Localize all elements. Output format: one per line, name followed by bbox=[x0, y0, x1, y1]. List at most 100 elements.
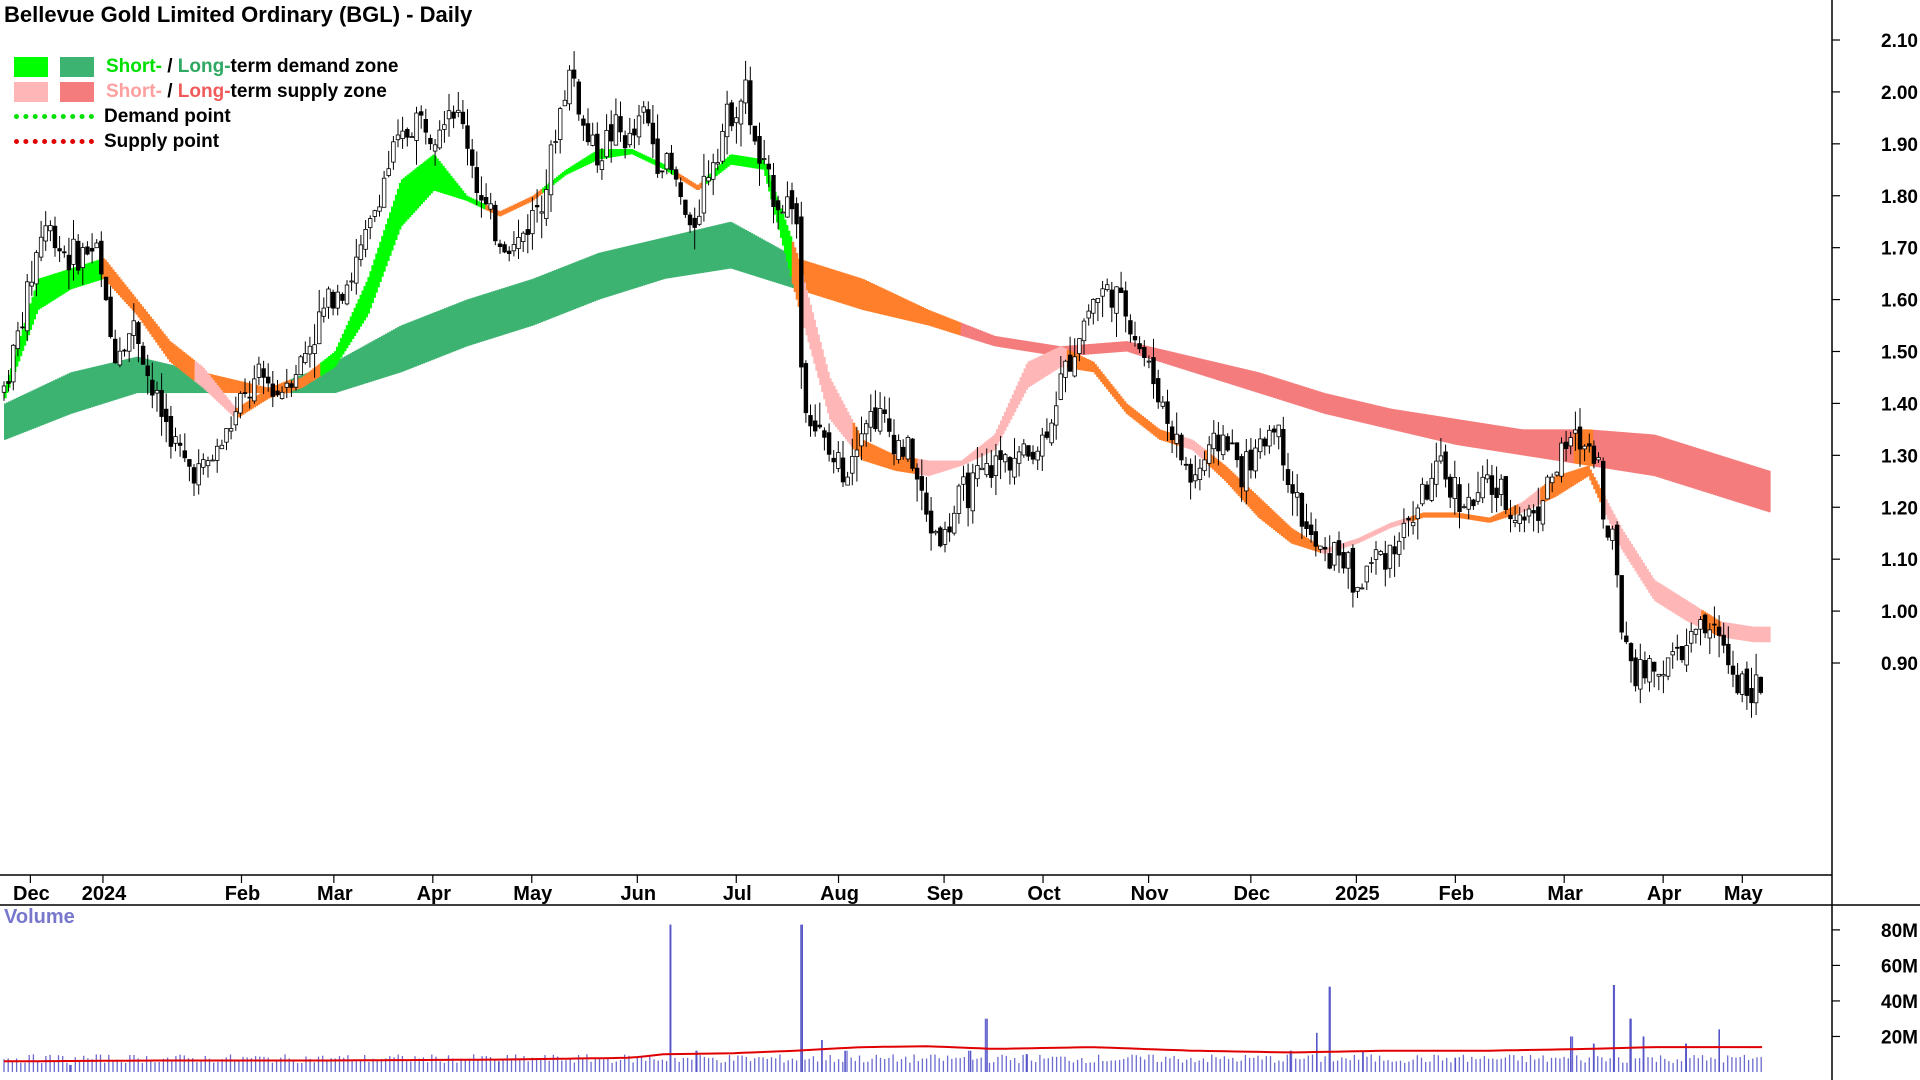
long-zone-slice bbox=[805, 261, 809, 293]
long-zone-slice bbox=[1465, 420, 1469, 447]
short-zone-slice bbox=[1123, 401, 1127, 412]
candle-body bbox=[1735, 674, 1740, 694]
long-zone-slice bbox=[1734, 460, 1738, 502]
legend-supply-short: Short- bbox=[106, 81, 162, 102]
long-zone-slice bbox=[316, 368, 319, 394]
short-zone-slice bbox=[1304, 536, 1308, 549]
long-zone-slice bbox=[911, 302, 915, 322]
short-zone-slice bbox=[465, 195, 469, 201]
long-zone-slice bbox=[19, 396, 23, 434]
short-zone-slice bbox=[416, 167, 420, 209]
short-zone-slice bbox=[302, 376, 306, 387]
short-zone-slice bbox=[145, 311, 148, 329]
short-zone-slice bbox=[557, 175, 561, 181]
long-zone-slice bbox=[225, 377, 229, 394]
long-zone-slice bbox=[1673, 441, 1677, 483]
long-zone-slice bbox=[1720, 455, 1724, 498]
short-zone-slice bbox=[1412, 515, 1416, 521]
candle-body bbox=[1753, 674, 1759, 704]
candle-body bbox=[1021, 443, 1026, 456]
candle-body bbox=[303, 352, 308, 363]
long-zone-slice bbox=[192, 370, 196, 394]
long-zone-slice bbox=[1532, 429, 1535, 458]
long-zone-slice bbox=[838, 271, 842, 303]
short-zone-slice bbox=[1573, 470, 1577, 485]
long-zone-slice bbox=[1760, 468, 1763, 510]
long-zone-slice bbox=[1634, 433, 1638, 474]
short-zone-slice bbox=[1571, 470, 1575, 486]
long-zone-slice bbox=[400, 325, 404, 372]
long-zone-slice bbox=[1333, 395, 1337, 417]
short-zone-slice bbox=[208, 375, 211, 394]
long-zone-slice bbox=[1192, 356, 1196, 373]
short-zone-slice bbox=[1288, 526, 1292, 543]
long-zone-slice bbox=[337, 359, 341, 392]
short-zone-slice bbox=[322, 360, 325, 375]
long-zone-slice bbox=[618, 247, 622, 293]
short-zone-slice bbox=[681, 175, 685, 182]
short-zone-slice bbox=[1404, 518, 1408, 524]
candle-body bbox=[1174, 433, 1179, 444]
candle-body bbox=[1716, 626, 1722, 636]
short-zone-slice bbox=[1758, 626, 1761, 643]
long-zone-slice bbox=[813, 263, 816, 295]
short-zone-slice bbox=[19, 335, 23, 357]
long-zone-slice bbox=[734, 224, 738, 271]
short-zone-slice bbox=[1734, 623, 1738, 640]
long-zone-slice bbox=[320, 367, 323, 394]
long-zone-slice bbox=[1730, 458, 1734, 501]
short-zone-slice bbox=[1502, 510, 1506, 519]
long-zone-slice bbox=[1392, 409, 1396, 431]
candle-body bbox=[697, 215, 702, 225]
short-zone-slice bbox=[165, 336, 168, 357]
long-zone-slice bbox=[909, 301, 913, 322]
short-zone-slice bbox=[353, 307, 357, 336]
short-zone-slice bbox=[375, 253, 378, 293]
short-zone-slice bbox=[436, 158, 439, 192]
long-zone-slice bbox=[691, 230, 695, 275]
short-zone-slice bbox=[1227, 468, 1231, 486]
long-zone-slice bbox=[514, 284, 518, 331]
long-zone-slice bbox=[1045, 344, 1048, 355]
short-zone-slice bbox=[1650, 575, 1653, 596]
short-zone-slice bbox=[577, 161, 581, 169]
long-zone-slice bbox=[752, 234, 756, 276]
short-zone-slice bbox=[1516, 504, 1520, 514]
candle-body bbox=[99, 240, 104, 275]
long-zone-slice bbox=[506, 286, 510, 334]
long-zone-slice bbox=[1758, 467, 1761, 510]
short-zone-slice bbox=[1166, 432, 1170, 443]
short-zone-slice bbox=[1756, 626, 1759, 643]
long-zone-slice bbox=[921, 307, 924, 325]
long-zone-slice bbox=[9, 400, 13, 438]
candle-body bbox=[1183, 463, 1189, 466]
long-zone-slice bbox=[495, 290, 498, 338]
short-zone-slice bbox=[1436, 512, 1439, 518]
long-zone-slice bbox=[1029, 341, 1032, 352]
long-zone-slice bbox=[827, 267, 830, 300]
short-zone-slice bbox=[1744, 625, 1748, 642]
long-zone-slice bbox=[169, 364, 172, 394]
short-zone-slice bbox=[878, 447, 881, 466]
short-zone-slice bbox=[1426, 512, 1429, 518]
candle-body bbox=[506, 250, 512, 255]
long-zone-slice bbox=[1502, 426, 1506, 453]
short-zone-slice bbox=[1538, 488, 1541, 505]
long-zone-slice bbox=[1019, 340, 1023, 351]
short-zone-slice bbox=[161, 331, 164, 351]
candle-body bbox=[326, 288, 331, 308]
short-zone-slice bbox=[200, 365, 203, 387]
short-zone-slice bbox=[899, 456, 903, 472]
long-zone-slice bbox=[1296, 384, 1300, 406]
candle-body bbox=[1035, 450, 1040, 461]
candle-body bbox=[961, 476, 966, 485]
candle-body bbox=[159, 389, 164, 417]
long-zone-slice bbox=[1571, 429, 1575, 464]
long-zone-slice bbox=[943, 316, 946, 331]
candle-body bbox=[1378, 551, 1383, 555]
long-zone-slice bbox=[944, 316, 948, 332]
short-zone-slice bbox=[1023, 368, 1027, 394]
long-zone-slice bbox=[1620, 432, 1624, 471]
long-zone-slice bbox=[612, 249, 616, 295]
